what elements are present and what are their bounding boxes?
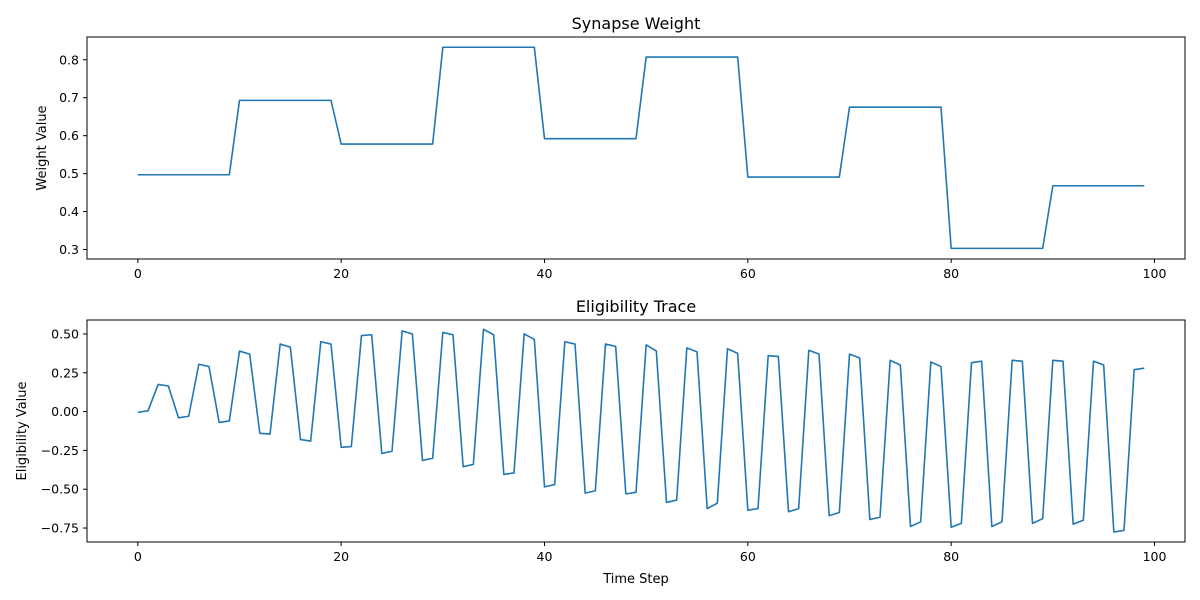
x-tick-label: 0 — [134, 266, 142, 281]
synapse-weight-panel: 0 20 40 60 80 100 0.3 0.4 0.5 0.6 0.7 0.8 Synapse We… — [35, 14, 1186, 281]
y-tick-label: 0.25 — [51, 365, 79, 380]
x-tick-label: 20 — [333, 549, 349, 564]
y-tick-label: −0.25 — [41, 443, 79, 458]
x-tick-label: 20 — [333, 266, 349, 281]
y-tick-label: 0.50 — [51, 326, 79, 341]
y-tick-label: 0.6 — [59, 128, 79, 143]
y-tick-label: 0.7 — [59, 90, 79, 105]
x-tick-label: 80 — [943, 266, 959, 281]
x-tick-label: 100 — [1143, 549, 1167, 564]
series-line-0 — [137, 46, 1145, 250]
x-tick-label: 60 — [740, 266, 756, 281]
eligibility-trace-panel: 0 20 40 60 80 100 −0.75 −0.50 −0.25 0.00 0.25 0.50 E… — [15, 297, 1186, 587]
x-tick-label: 60 — [740, 549, 756, 564]
plot-frame — [86, 319, 1186, 543]
chart-title: Eligibility Trace — [576, 297, 696, 316]
x-tick-label: 100 — [1143, 266, 1167, 281]
y-axis-label: Eligibility Value — [15, 381, 30, 480]
y-tick-label: −0.75 — [41, 521, 79, 536]
x-axis-label: Time Step — [602, 572, 669, 587]
y-tick-label: 0.3 — [59, 242, 79, 257]
x-tick-label: 40 — [537, 549, 553, 564]
y-tick-label: 0.8 — [59, 52, 79, 67]
chart-title: Synapse Weight — [572, 14, 701, 33]
y-axis-label: Weight Value — [35, 105, 50, 190]
x-tick-label: 80 — [943, 549, 959, 564]
y-tick-label: 0.00 — [51, 404, 79, 419]
y-tick-label: 0.5 — [59, 166, 79, 181]
plot-frame — [86, 36, 1186, 260]
x-tick-label: 0 — [134, 549, 142, 564]
y-tick-label: −0.50 — [41, 482, 79, 497]
x-tick-label: 40 — [537, 266, 553, 281]
series-line-0 — [137, 328, 1145, 533]
y-tick-label: 0.4 — [59, 204, 79, 219]
